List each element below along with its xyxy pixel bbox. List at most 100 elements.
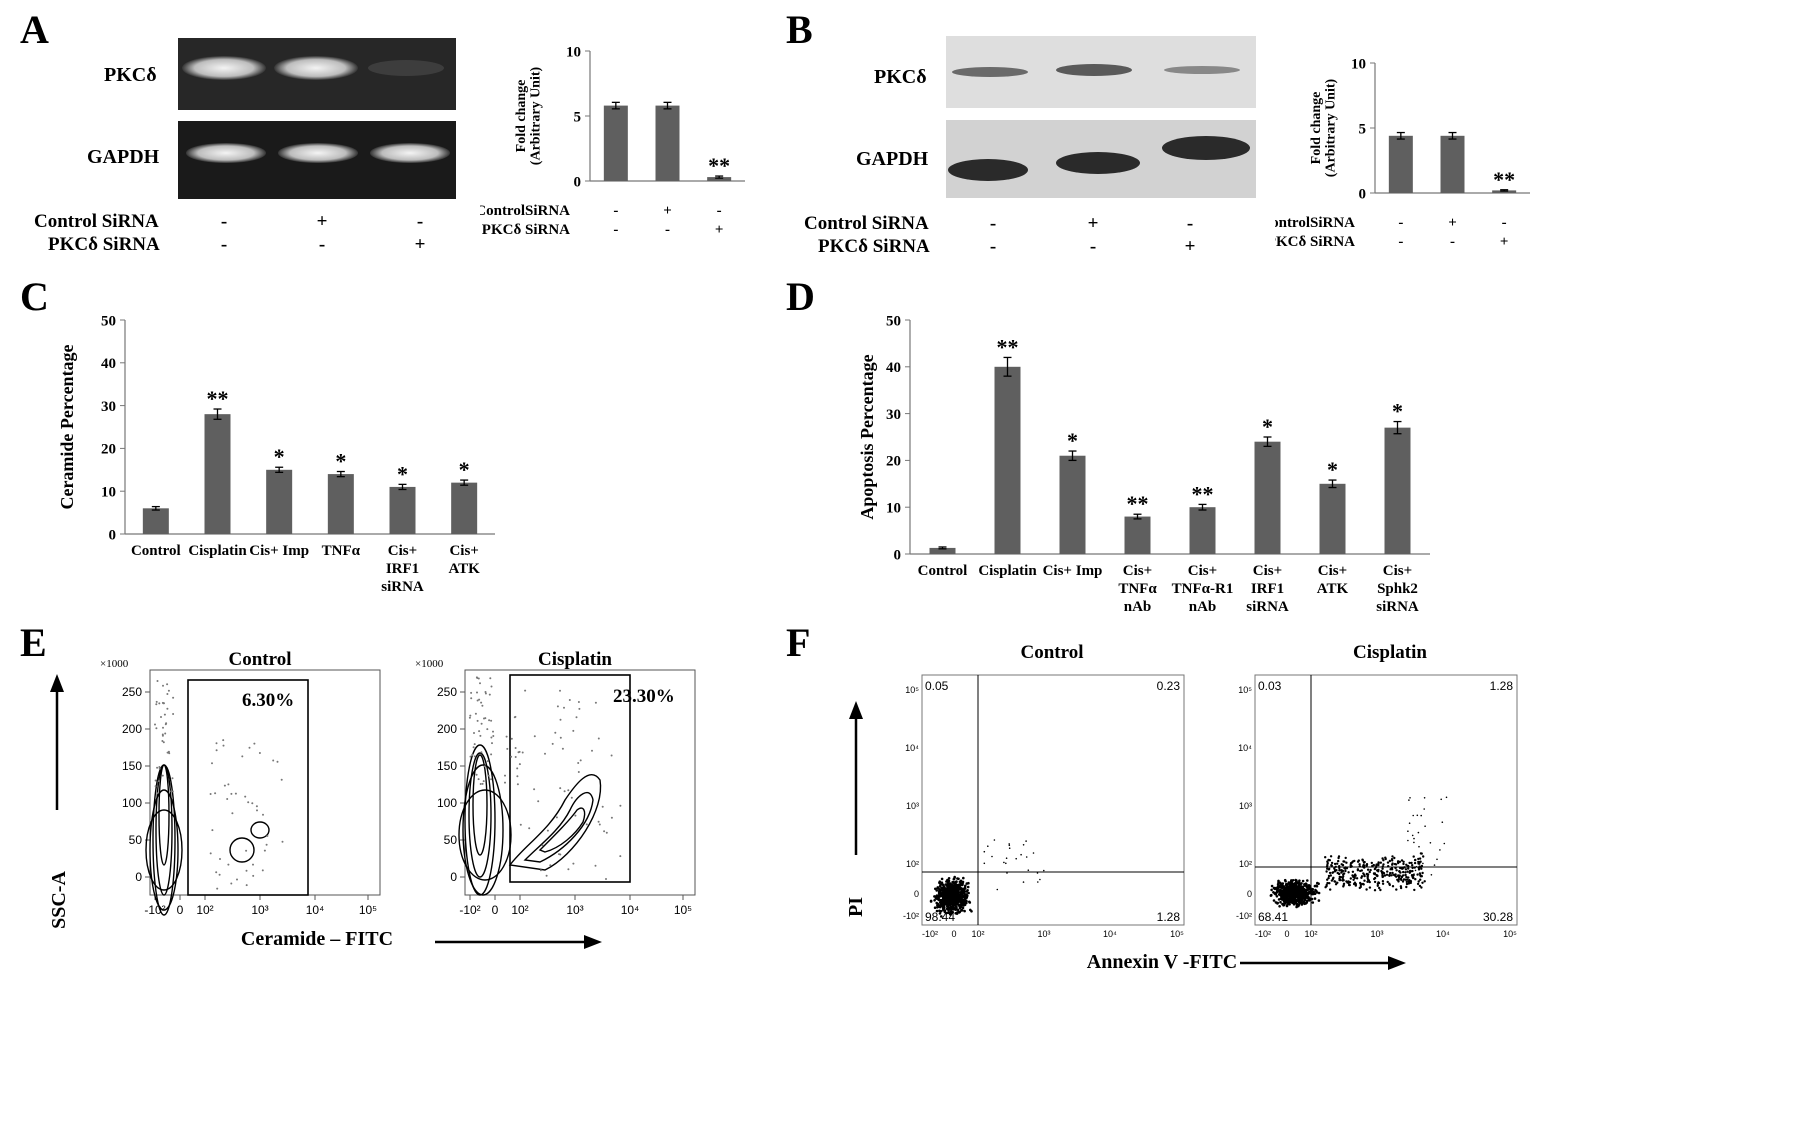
event-dot — [266, 834, 269, 837]
event-dot — [939, 899, 942, 902]
event-dot — [1445, 796, 1448, 799]
event-dot — [1376, 884, 1379, 887]
event-dot — [1328, 867, 1331, 871]
scatter-dots — [468, 676, 622, 880]
event-dot — [948, 897, 951, 900]
bar-chart-b: 0 5 10 Fold change(Arbitrary Unit) ** Control… — [1275, 56, 1530, 250]
event-dot — [170, 790, 173, 793]
event-dot — [280, 778, 283, 781]
event-dot — [154, 779, 157, 782]
event-dot — [559, 787, 562, 790]
event-dot — [1383, 874, 1387, 877]
event-dot — [946, 905, 949, 908]
flow-cytometry-ceramide: SSC-A Control ×1000 0 50 100 150 200 250 -10²… — [48, 649, 696, 950]
event-dot — [1406, 878, 1409, 881]
event-dot — [1397, 874, 1400, 878]
quadrant-ur: 1.28 — [1490, 679, 1514, 693]
event-dot — [1293, 894, 1297, 897]
event-dot — [563, 790, 566, 793]
event-dot — [954, 904, 957, 907]
event-dot — [1280, 884, 1284, 887]
event-dot — [1404, 871, 1407, 874]
event-dot — [1270, 888, 1273, 892]
event-dot — [567, 789, 570, 792]
event-dot — [1359, 869, 1362, 873]
event-dot — [1381, 867, 1384, 870]
event-dot — [1330, 879, 1334, 882]
event-dot — [1393, 862, 1397, 866]
event-dot — [480, 701, 483, 704]
event-dot — [209, 793, 212, 795]
y-tick-label: 50 — [101, 313, 116, 329]
event-dot — [518, 763, 521, 766]
event-dot — [954, 912, 957, 915]
treatment-sign: - — [1450, 234, 1455, 250]
event-dot — [1325, 883, 1328, 887]
event-dot — [1387, 865, 1390, 868]
western-blot-pkcd-b — [946, 36, 1256, 108]
event-dot — [945, 896, 949, 900]
significance-mark: * — [397, 461, 408, 486]
y-tick-label: 10⁴ — [905, 743, 919, 753]
event-dot — [1377, 862, 1380, 865]
event-dot — [933, 899, 936, 902]
event-dot — [967, 891, 970, 895]
e-plot-control: Control ×1000 0 50 100 150 200 250 -10² 0 10² 10… — [100, 649, 381, 917]
event-dot — [941, 895, 944, 898]
event-dot — [1391, 885, 1395, 888]
treatment-sign: - — [613, 203, 618, 219]
event-dot — [469, 714, 472, 717]
panel-label-e: E — [20, 620, 47, 665]
event-dot — [946, 902, 950, 906]
x-tick-label: -10² — [922, 929, 938, 939]
event-dot — [504, 774, 506, 777]
treatment-sign: - — [1186, 213, 1194, 234]
panel-label-c: C — [20, 274, 49, 319]
x-tick-label: 0 — [951, 929, 956, 939]
event-dot — [619, 804, 622, 807]
event-dot — [1403, 866, 1406, 869]
quadrant-ul: 0.03 — [1258, 679, 1282, 693]
event-dot — [962, 876, 965, 880]
x-tick-label: 10³ — [251, 903, 268, 917]
e-plot-title: Control — [229, 649, 292, 670]
event-dot — [1410, 861, 1413, 865]
y-axis-label: Fold change(Arbitrary Unit) — [514, 66, 544, 165]
event-dot — [959, 881, 963, 885]
event-dot — [230, 792, 233, 795]
event-dot — [166, 683, 169, 686]
x-tick-label: 10² — [511, 903, 528, 917]
event-dot — [155, 727, 158, 730]
gate-percentage: 6.30% — [242, 690, 294, 711]
y-tick-label: 100 — [122, 796, 142, 810]
event-dot — [1370, 861, 1373, 865]
event-dot — [1315, 884, 1319, 888]
event-dot — [1305, 892, 1309, 896]
event-dot — [1288, 882, 1291, 885]
y-tick-label: -10² — [1236, 911, 1252, 921]
event-dot — [1379, 888, 1382, 892]
event-dot — [556, 705, 559, 708]
event-dot — [1418, 857, 1422, 860]
event-dot — [1377, 870, 1380, 873]
event-dot — [1381, 865, 1384, 868]
event-dot — [947, 879, 951, 883]
event-dot — [1342, 884, 1345, 887]
event-dot — [1422, 862, 1424, 865]
event-dot — [948, 882, 951, 885]
x-tick-label: 10² — [196, 903, 213, 917]
event-dot — [1333, 880, 1336, 883]
event-dot — [261, 869, 264, 872]
event-dot — [1382, 859, 1385, 862]
bar — [327, 474, 354, 534]
scatter-dots — [929, 839, 1045, 918]
category-label: Cis+ TNFα nAb — [1118, 563, 1157, 615]
treatment-label: ControlSiRNA — [480, 203, 570, 219]
event-dot — [1278, 881, 1282, 885]
ceramide-gate — [509, 674, 631, 883]
event-dot — [1310, 897, 1314, 901]
event-dot — [1306, 879, 1309, 882]
event-dot — [1388, 859, 1392, 863]
y-tick-label: 40 — [101, 356, 116, 372]
